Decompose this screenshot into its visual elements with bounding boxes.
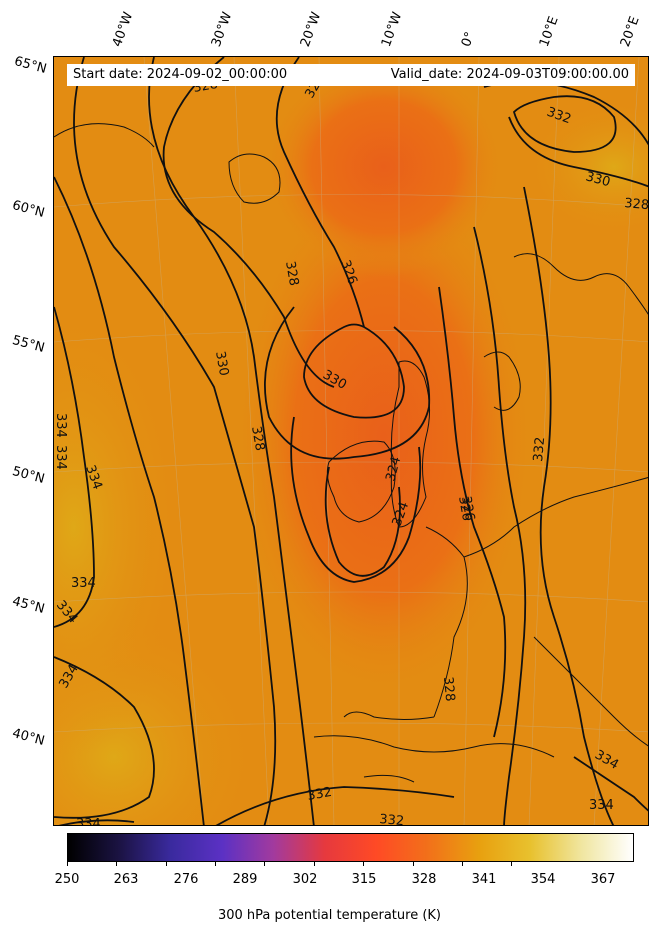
contour-label: 332 [531,436,548,462]
colorbar-tickmark [215,862,216,866]
colorbar-tickmark [67,862,68,866]
contour-328-east [473,226,527,825]
contour-332-east [523,186,615,825]
colorbar [67,833,634,862]
graticule [54,57,648,825]
date-info-bar: Start date: 2024-09-02_00:00:00 Valid_da… [67,64,635,86]
contour-330-west [73,57,277,825]
contour-label: 326 [458,495,477,522]
colorbar-tickmark [166,862,167,866]
contour-label: 334 [54,413,68,438]
contour-label: 330 [584,169,612,190]
contour-label: 326 [455,495,474,522]
colorbar-tickmark [363,862,364,866]
colorbar-tick-label: 367 [590,872,616,887]
lat-label-65n: 65°N [12,54,49,77]
contour-328-ring [264,306,431,460]
contour-330-ne [508,116,648,188]
contour-332-west [54,176,205,825]
colorbar-tickmark [413,862,414,866]
colorbar-tickmark [264,862,265,866]
lat-label-40n: 40°N [10,726,47,749]
colorbar-tickmark [314,862,315,866]
contour-328-west [148,57,315,825]
colorbar-label: 300 hPa potential temperature (K) [217,908,441,923]
contour-label: 332 [306,785,333,804]
cold-core-north [264,57,504,277]
isentropes [54,57,648,825]
potential-temperature-map: 326 328 326 330 328 328 330 326 324 324 … [54,57,649,826]
contour-334-west [54,306,95,628]
lat-label-50n: 50°N [10,464,47,487]
contour-label: 334 [76,817,101,826]
valid-date-label: Valid_date: 2024-09-03T09:00:00.00 [390,67,629,82]
lon-label-20w: 20°W [297,10,325,49]
colorbar-tick-label: 302 [292,872,318,887]
contour-label: 328 [248,425,267,452]
lon-label-30w: 30°W [208,10,236,49]
lon-label-40w: 40°W [109,10,137,49]
contour-label: 332 [379,812,405,826]
contour-330-low [303,323,405,419]
contour-label: 328 [282,260,301,287]
warm-region-ne [524,97,648,237]
lon-label-10w: 10°W [378,10,406,49]
colorbar-tick-label: 341 [471,872,497,887]
lon-label-10e: 10°E [536,14,562,50]
contour-label: 324 [383,455,404,483]
contour-328-north [162,57,335,388]
colorbar-tick-label: 289 [232,872,258,887]
contour-334-ne-loop [512,95,617,153]
lat-label-55n: 55°N [10,333,47,356]
contour-label: 334 [54,445,68,470]
lon-label-0: 0° [458,29,479,49]
contour-332-south [215,786,455,825]
colorbar-tickmark [511,862,512,866]
map-panel[interactable]: 326 328 326 330 328 328 330 326 324 324 … [53,56,649,826]
colorbar-tickmark [462,862,463,866]
cold-core [234,177,534,697]
contour-334-se [573,756,648,812]
contour-label: 330 [212,350,231,377]
contour-326-north [275,57,365,328]
contour-label: 328 [624,196,649,213]
contour-label: 334 [589,798,614,813]
lat-label-45n: 45°N [10,594,47,617]
colorbar-tickmark [116,862,117,866]
colorbar-tick-label: 354 [530,872,556,887]
start-date-label: Start date: 2024-09-02_00:00:00 [73,67,288,82]
warm-region-w [54,297,184,757]
colorbar-tick-label: 263 [113,872,139,887]
contour-334-sw [54,656,155,819]
contour-326-core [290,416,422,583]
contour-326-east [438,286,507,738]
contour-324-core [324,466,401,577]
colorbar-tick-label: 276 [173,872,199,887]
contour-334-south [58,819,135,825]
colorbar-tick-label: 328 [411,872,437,887]
contour-label: 334 [71,576,96,591]
lat-label-60n: 60°N [10,198,47,221]
colorbar-tick-label: 250 [54,872,80,887]
lon-label-20e: 20°E [617,14,643,50]
contour-label: 328 [440,676,457,702]
colorbar-tick-label: 315 [351,872,377,887]
